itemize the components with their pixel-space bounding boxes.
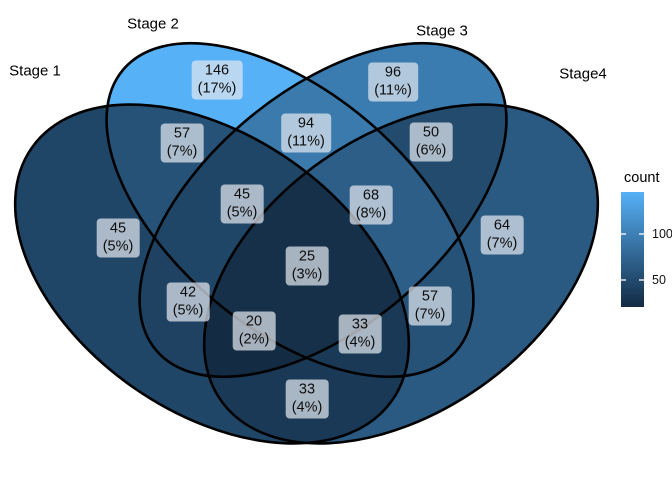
region-count: 25: [298, 248, 316, 265]
set-ellipse-outline: [138, 41, 508, 379]
region-percent: (4%): [344, 334, 376, 350]
region-count: 20: [245, 313, 263, 330]
region-count: 50: [422, 124, 440, 141]
region-label: 94 (11%): [281, 113, 331, 153]
region-percent: (11%): [287, 133, 325, 149]
set-ellipse-outline: [105, 41, 475, 379]
region-label: 45 (5%): [96, 218, 140, 258]
region-percent: (6%): [415, 142, 447, 158]
legend-tick-mark: [621, 232, 626, 235]
region-percent: (5%): [172, 302, 204, 318]
legend-tick-label: 50: [652, 272, 666, 287]
region-percent: (2%): [238, 331, 270, 347]
region-percent: (11%): [374, 82, 412, 98]
region-label: 146 (17%): [191, 60, 243, 100]
region-count: 64: [493, 217, 511, 234]
region-percent: (5%): [226, 204, 258, 220]
region-percent: (5%): [102, 238, 134, 254]
region-count: 33: [298, 381, 316, 398]
legend-bar-wrap: 100 50: [621, 192, 672, 307]
region-percent: (4%): [291, 399, 323, 415]
legend-tick-label: 100: [652, 226, 672, 241]
region-label: 20 (2%): [232, 311, 276, 351]
legend-gradient-bar: [621, 192, 644, 307]
region-percent: (7%): [414, 306, 446, 322]
region-count: 57: [173, 125, 191, 142]
set-ellipse-outline: [13, 103, 411, 445]
region-percent: (7%): [486, 235, 518, 251]
legend-title: count: [624, 170, 660, 186]
set-ellipse-outline: [202, 103, 600, 445]
region-count: 45: [109, 220, 127, 237]
region-label: 33 (4%): [285, 379, 329, 419]
region-count: 33: [351, 316, 369, 333]
region-label: 64 (7%): [480, 215, 524, 255]
region-label: 57 (7%): [160, 123, 204, 163]
region-label: 50 (6%): [409, 122, 453, 162]
region-count: 94: [297, 115, 315, 132]
set-label-stage-3: Stage 3: [416, 22, 468, 40]
region-count: 57: [421, 288, 439, 305]
region-count: 146: [204, 62, 230, 79]
region-label: 68 (8%): [349, 185, 393, 225]
region-percent: (17%): [197, 80, 237, 96]
region-count: 42: [179, 284, 197, 301]
region-count: 68: [362, 187, 380, 204]
region-label: 25 (3%): [285, 246, 329, 286]
region-percent: (7%): [166, 143, 198, 159]
region-label: 96 (11%): [368, 62, 418, 102]
region-label: 45 (5%): [220, 184, 264, 224]
region-label: 42 (5%): [166, 282, 210, 322]
region-count: 96: [384, 64, 402, 81]
set-label-stage-2: Stage 2: [127, 15, 179, 33]
legend-tick-mark: [639, 232, 644, 235]
set-label-stage-1: Stage 1: [9, 62, 61, 80]
region-percent: (3%): [291, 266, 323, 282]
region-label: 33 (4%): [338, 314, 382, 354]
legend-tick-mark: [639, 278, 644, 281]
legend-tick-mark: [621, 278, 626, 281]
legend: count 100 50: [620, 170, 672, 307]
set-label-stage4: Stage4: [559, 65, 607, 83]
region-label: 57 (7%): [408, 286, 452, 326]
region-percent: (8%): [355, 205, 387, 221]
region-count: 45: [233, 186, 251, 203]
